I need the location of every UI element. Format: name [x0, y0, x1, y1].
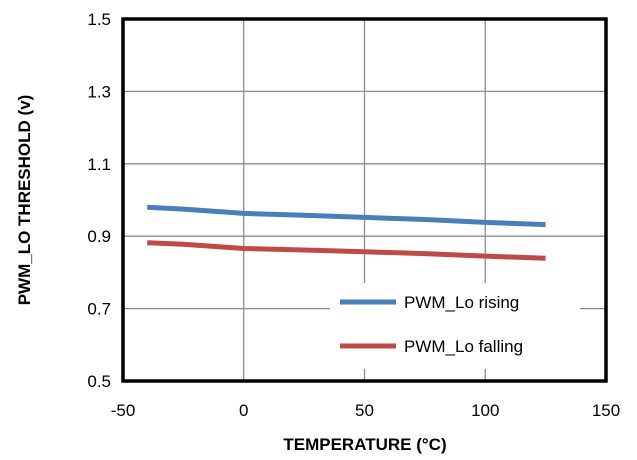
plot-frame — [121, 17, 608, 383]
series-line-1 — [147, 240, 546, 261]
x-axis-label: TEMPERATURE (°C) — [283, 435, 446, 454]
legend-box — [330, 283, 580, 369]
legend-label-rising: PWM_Lo rising — [404, 293, 519, 312]
y-tick-label: 0.5 — [87, 372, 111, 391]
x-tick-label: -50 — [111, 401, 136, 420]
x-tick-label: 100 — [471, 401, 499, 420]
x-tick-label: 50 — [355, 401, 374, 420]
legend-label-falling: PWM_Lo falling — [404, 337, 523, 356]
series-line-0 — [147, 204, 546, 228]
series-layer — [147, 204, 546, 261]
x-tick-label: 0 — [239, 401, 248, 420]
grid — [123, 19, 606, 381]
x-tick-label: 150 — [592, 401, 620, 420]
y-tick-label: 1.3 — [87, 82, 111, 101]
y-tick-label: 1.1 — [87, 155, 111, 174]
tick-labels: -50 0 50 100 150 0.5 0.7 0.9 1.1 1.3 1.5 — [87, 10, 620, 420]
y-tick-label: 1.5 — [87, 10, 111, 29]
legend: PWM_Lo rising PWM_Lo falling — [330, 283, 580, 369]
y-tick-label: 0.7 — [87, 300, 111, 319]
y-axis-label: PWM_LO THRESHOLD (v) — [15, 95, 34, 306]
y-tick-label: 0.9 — [87, 227, 111, 246]
